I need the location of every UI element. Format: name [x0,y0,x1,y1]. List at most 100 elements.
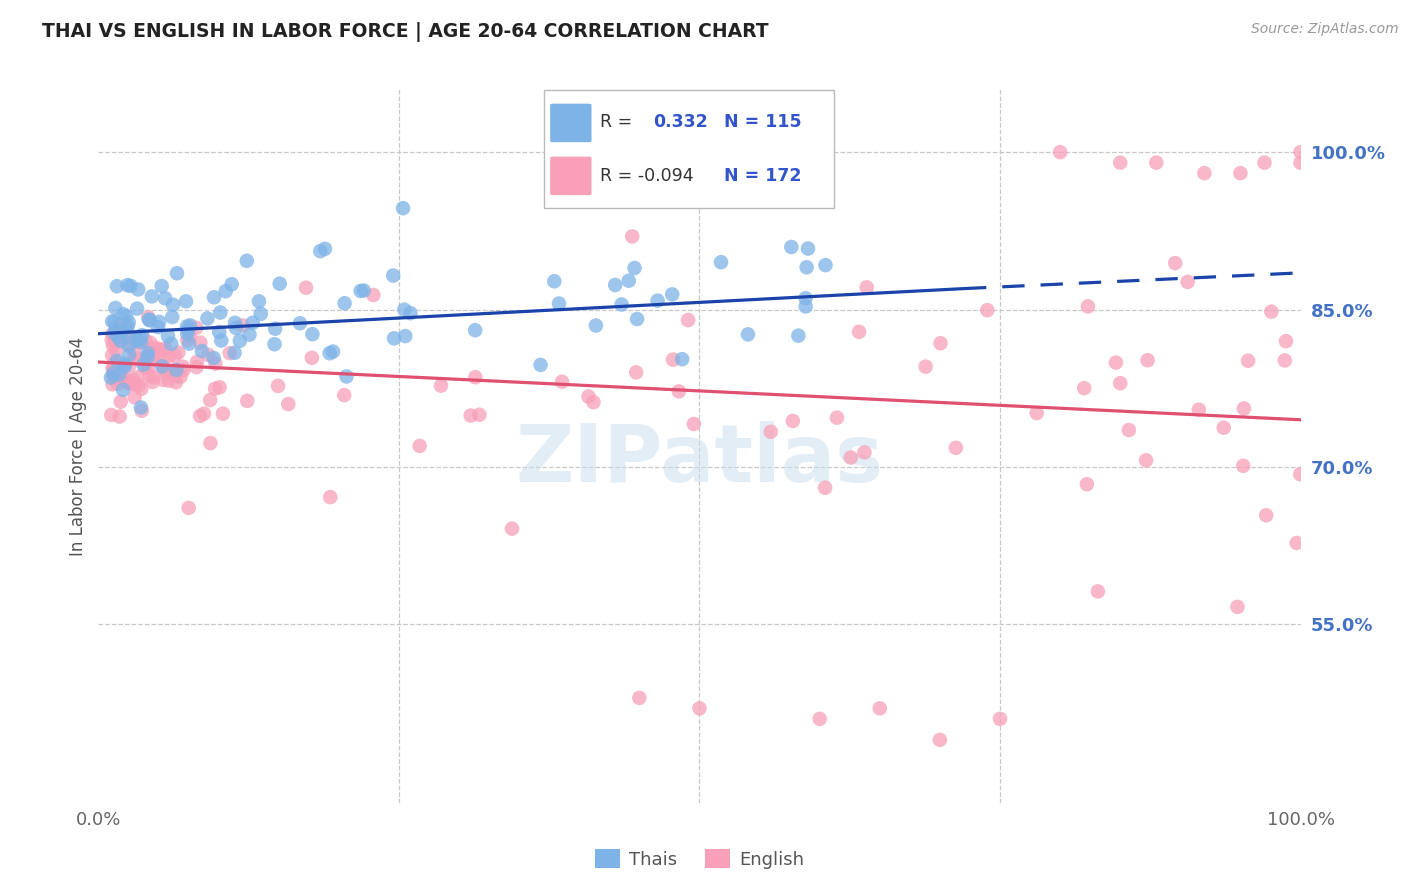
Point [114,357,136,371]
Point [610,297,633,311]
Point [363,288,385,302]
Point [176,326,198,341]
Point [1237,353,1260,368]
Point [198,392,221,407]
Point [1260,304,1282,318]
Point [1049,145,1071,160]
Point [1076,477,1098,491]
Point [1077,299,1099,313]
Point [301,351,323,365]
Point [264,321,287,335]
Point [101,361,124,376]
Point [408,439,430,453]
Point [263,337,285,351]
Point [624,365,647,379]
Point [117,319,139,334]
Point [1105,355,1128,369]
Point [309,244,332,259]
Point [110,394,132,409]
FancyBboxPatch shape [550,103,592,142]
Point [136,351,159,366]
Text: N = 115: N = 115 [724,112,801,131]
Point [138,347,160,361]
Point [335,369,357,384]
Point [333,388,356,402]
Point [108,409,131,424]
Point [1212,421,1234,435]
Point [121,373,143,387]
Point [394,302,416,317]
Point [122,377,145,392]
Point [1135,453,1157,467]
Point [103,326,125,340]
Point [825,410,848,425]
Point [668,384,690,399]
Point [118,348,141,362]
Point [399,306,422,320]
Point [117,330,139,344]
Point [318,346,340,360]
Point [138,369,160,384]
Point [236,393,259,408]
Point [125,376,148,391]
Point [165,376,187,390]
Point [782,414,804,428]
Point [582,395,605,409]
Point [127,370,149,384]
Point [179,328,201,343]
Point [115,309,138,323]
Point [146,341,169,355]
Point [914,359,936,374]
Point [1229,166,1251,180]
Point [115,320,138,334]
Point [103,367,125,381]
Point [105,279,128,293]
Point [808,712,831,726]
Point [204,357,226,371]
Point [160,336,183,351]
Point [1253,155,1275,169]
Point [288,316,311,330]
Point [1144,155,1167,169]
Point [146,320,169,334]
Point [134,354,156,368]
Point [295,281,318,295]
Point [150,359,173,374]
Point [101,314,124,328]
Point [129,334,152,349]
Point [103,315,125,329]
Point [988,712,1011,726]
Text: R =: R = [600,112,638,131]
Point [623,260,645,275]
Point [797,242,820,256]
Point [647,293,669,308]
Text: THAI VS ENGLISH IN LABOR FORCE | AGE 20-64 CORRELATION CHART: THAI VS ENGLISH IN LABOR FORCE | AGE 20-… [42,22,769,42]
Point [163,368,186,383]
Point [186,321,208,335]
Point [267,379,290,393]
Point [101,348,124,362]
Point [814,481,837,495]
Point [204,382,226,396]
Point [814,258,837,272]
Point [188,335,211,350]
Point [101,377,124,392]
Point [224,345,246,359]
Point [169,369,191,384]
Point [103,360,125,375]
Legend: Thais, English: Thais, English [588,842,811,876]
Point [115,373,138,387]
Point [136,346,159,360]
Point [141,342,163,356]
Point [209,334,232,348]
Point [208,325,231,339]
Point [101,338,124,352]
Point [131,403,153,417]
Point [1188,402,1211,417]
Point [392,201,415,215]
Point [136,310,159,325]
Point [468,408,491,422]
Point [605,278,627,293]
Point [626,312,648,326]
Point [976,303,998,318]
